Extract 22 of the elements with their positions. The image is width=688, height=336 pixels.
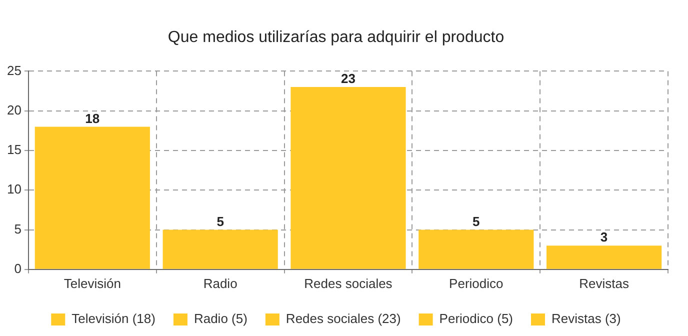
data-label: 5 [472, 214, 480, 229]
x-tick-label: Revistas [579, 276, 630, 291]
y-tick-label: 25 [6, 62, 22, 78]
legend-label: Revistas (3) [552, 311, 621, 326]
x-tick-label: Televisión [64, 276, 121, 291]
data-label: 5 [216, 214, 224, 229]
x-tick-label: Periodico [449, 276, 504, 291]
y-tick-label: 15 [6, 142, 22, 158]
data-label: 18 [85, 110, 100, 126]
legend-label: Redes sociales (23) [286, 311, 401, 326]
legend-label: Periodico (5) [439, 311, 514, 326]
y-tick-label: 0 [14, 260, 22, 276]
x-tick-label: Radio [203, 276, 238, 291]
y-tick-label: 20 [6, 102, 22, 118]
legend-label: Radio (5) [194, 311, 248, 326]
y-tick-label: 10 [6, 182, 22, 197]
data-label: 3 [600, 230, 608, 245]
x-tick-label: Redes sociales [304, 276, 393, 291]
y-tick-label: 5 [14, 221, 22, 236]
legend-label: Televisión (18) [72, 311, 156, 326]
data-label: 23 [340, 71, 356, 86]
chart-title: Que medios utilizarías para adquirir el producto [168, 29, 504, 46]
